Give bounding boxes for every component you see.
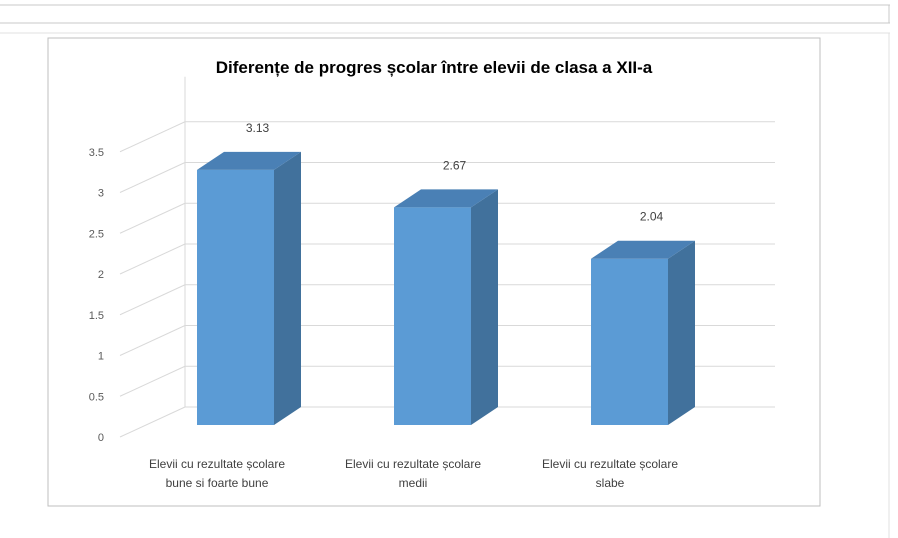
bar-front bbox=[197, 169, 274, 425]
chart-title: Diferențe de progres școlar între elevii… bbox=[216, 58, 653, 77]
bar-side bbox=[668, 240, 695, 425]
bar-front bbox=[394, 207, 471, 425]
x-category-label: Elevii cu rezultate școlare slabe bbox=[542, 457, 678, 490]
bar-top bbox=[591, 240, 695, 259]
bars bbox=[197, 151, 695, 425]
bar-side bbox=[471, 189, 498, 425]
x-axis-categories: Elevii cu rezultate școlare bune si foart… bbox=[149, 457, 678, 490]
data-label: 3.13 bbox=[246, 121, 270, 135]
x-category-label: Elevii cu rezultate școlare bune si foart… bbox=[149, 457, 285, 490]
x-category-label: Elevii cu rezultate școlare medii bbox=[345, 457, 481, 490]
y-tick-label: 1.5 bbox=[89, 310, 104, 322]
data-label: 2.67 bbox=[443, 158, 467, 172]
data-label: 2.04 bbox=[640, 210, 664, 224]
y-tick-label: 3.5 bbox=[89, 147, 104, 159]
bar bbox=[591, 240, 695, 425]
bar-top bbox=[394, 189, 498, 208]
bar-top bbox=[197, 151, 301, 170]
y-tick-label: 2 bbox=[98, 269, 104, 281]
y-tick-label: 0.5 bbox=[89, 391, 104, 403]
y-tick-label: 0 bbox=[98, 432, 104, 444]
bar bbox=[394, 189, 498, 425]
y-tick-label: 1 bbox=[98, 351, 104, 363]
bar-side bbox=[274, 151, 301, 425]
bar-front bbox=[591, 258, 668, 425]
y-axis-ticks: 0 0.5 1 1.5 2 2.5 3 3.5 bbox=[89, 147, 104, 444]
bar bbox=[197, 151, 301, 425]
data-labels: 3.13 2.67 2.04 bbox=[246, 121, 664, 224]
gridline bbox=[119, 121, 775, 153]
y-tick-label: 2.5 bbox=[89, 228, 104, 240]
y-tick-label: 3 bbox=[98, 188, 104, 200]
